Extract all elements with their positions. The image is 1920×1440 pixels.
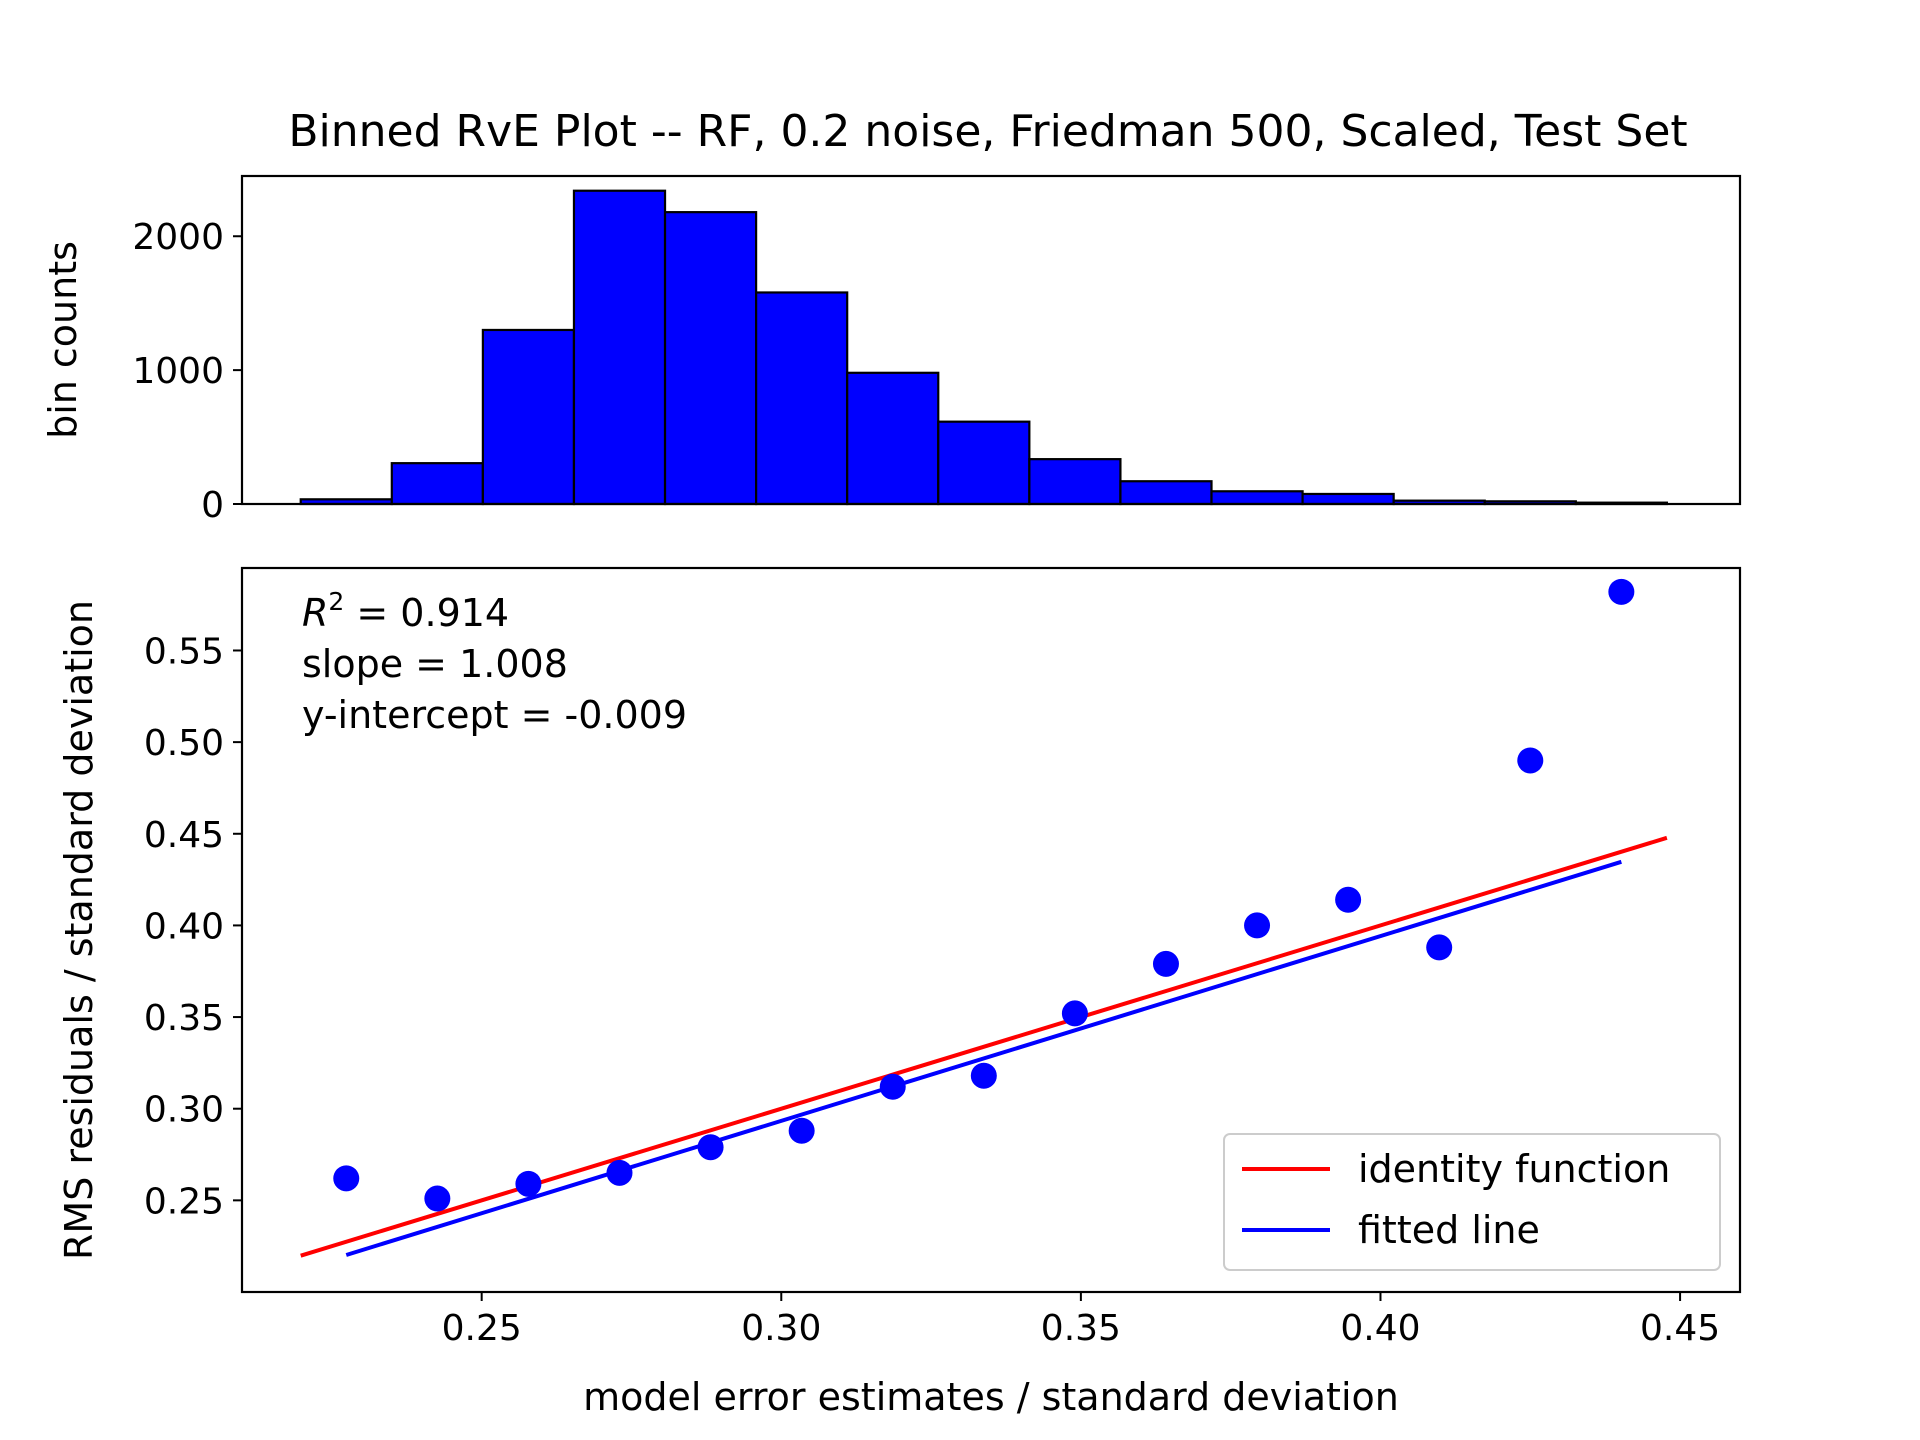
scatter-point (697, 1134, 724, 1161)
scatter-point (1517, 747, 1544, 774)
scatter-point (1426, 934, 1453, 961)
scatter-y-tick-label: 0.45 (144, 815, 224, 856)
scatter-point (1152, 950, 1179, 977)
scatter-point (1061, 1000, 1088, 1027)
scatter-y-tick-label: 0.50 (144, 723, 224, 764)
histogram-bar (1210, 490, 1304, 506)
histogram-bar (390, 462, 484, 506)
scatter-x-tick-label: 0.45 (1640, 1308, 1720, 1349)
legend-box (1223, 1133, 1721, 1271)
legend-label-fitted: fitted line (1358, 1208, 1540, 1252)
scatter-point (970, 1062, 997, 1089)
histogram-bar (937, 420, 1031, 506)
scatter-point (333, 1165, 360, 1192)
histogram-panel: 0 1000 2000 bin counts (41, 174, 1742, 526)
scatter-x-tick-label: 0.35 (1041, 1308, 1121, 1349)
scatter-x-tick-label: 0.30 (741, 1308, 821, 1349)
histogram-y-tick-label: 0 (201, 485, 224, 526)
chart-title: Binned RvE Plot -- RF, 0.2 noise, Friedm… (288, 106, 1687, 157)
stats-annotation: R2 = 0.914 slope = 1.008 y-intercept = -… (302, 587, 687, 737)
scatter-points (333, 578, 1635, 1212)
scatter-y-tick-label: 0.25 (144, 1181, 224, 1222)
histogram-y-tick-label: 1000 (132, 351, 224, 392)
histogram-bars (299, 189, 1668, 506)
histogram-y-tick-label: 2000 (132, 217, 224, 258)
scatter-y-tick-label: 0.40 (144, 906, 224, 947)
scatter-point (1244, 912, 1271, 939)
scatter-point (879, 1073, 906, 1100)
scatter-y-axis-label: RMS residuals / standard deviation (57, 600, 101, 1260)
histogram-bar (481, 328, 576, 506)
scatter-x-tick-label: 0.40 (1340, 1308, 1420, 1349)
histogram-bar (1028, 458, 1122, 506)
scatter-point (788, 1117, 815, 1144)
scatter-y-ticks: 0.25 0.30 0.35 0.40 0.45 0.50 0.55 (144, 631, 242, 1222)
histogram-bar (846, 371, 940, 506)
scatter-x-axis-label: model error estimates / standard deviati… (583, 1375, 1399, 1419)
scatter-frame (240, 566, 1742, 1294)
histogram-frame (240, 174, 1742, 506)
scatter-x-ticks: 0.25 0.30 0.35 0.40 0.45 (442, 1292, 1720, 1349)
histogram-y-ticks: 0 1000 2000 (132, 217, 242, 526)
scatter-point (606, 1159, 633, 1186)
histogram-bar (572, 189, 667, 506)
fitted-line (345, 859, 1622, 1257)
stat-r2: R2 = 0.914 (302, 587, 509, 635)
scatter-point (424, 1185, 451, 1212)
histogram-bar (1119, 480, 1213, 506)
scatter-point (1335, 886, 1362, 913)
scatter-panel: 0.25 0.30 0.35 0.40 0.45 0.25 0.30 0.35 0.40 0.4… (57, 566, 1742, 1419)
scatter-x-tick-label: 0.25 (442, 1308, 522, 1349)
legend-label-identity: identity function (1358, 1147, 1670, 1191)
scatter-point (1608, 578, 1635, 605)
histogram-y-axis-label: bin counts (41, 241, 85, 439)
scatter-y-tick-label: 0.55 (144, 631, 224, 672)
histogram-bar (755, 291, 849, 506)
histogram-bar (663, 211, 758, 506)
stat-slope: slope = 1.008 (302, 642, 568, 686)
scatter-y-tick-label: 0.35 (144, 998, 224, 1039)
scatter-point (515, 1170, 542, 1197)
legend: identity function fitted line (1223, 1133, 1721, 1271)
histogram-bar (1301, 492, 1395, 506)
stat-intercept: y-intercept = -0.009 (302, 693, 687, 737)
scatter-y-tick-label: 0.30 (144, 1090, 224, 1131)
